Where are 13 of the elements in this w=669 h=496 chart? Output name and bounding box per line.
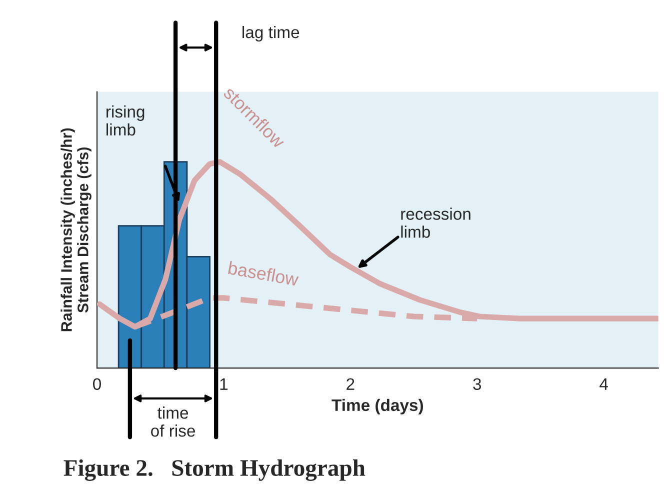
text: rising limb — [106, 105, 144, 136]
x-tick-label: 4 — [600, 378, 608, 390]
text: time of rise — [151, 406, 195, 437]
y-axis-title: Rainfall Intensity (inches/hr) Stream Discharge (cfs) — [60, 128, 92, 332]
text: lag time — [242, 26, 300, 42]
x-tick-label: 3 — [473, 378, 482, 390]
x-axis-title: Time (days) — [332, 398, 423, 414]
annotation: recession limb — [401, 208, 470, 238]
text: baseflow — [228, 260, 300, 286]
x-tick-label: 1 — [220, 378, 228, 390]
text: Figure 2. Storm Hydrograph — [64, 459, 366, 481]
x-tick-label: 2 — [346, 378, 354, 390]
x-tick-label: 0 — [93, 378, 101, 390]
